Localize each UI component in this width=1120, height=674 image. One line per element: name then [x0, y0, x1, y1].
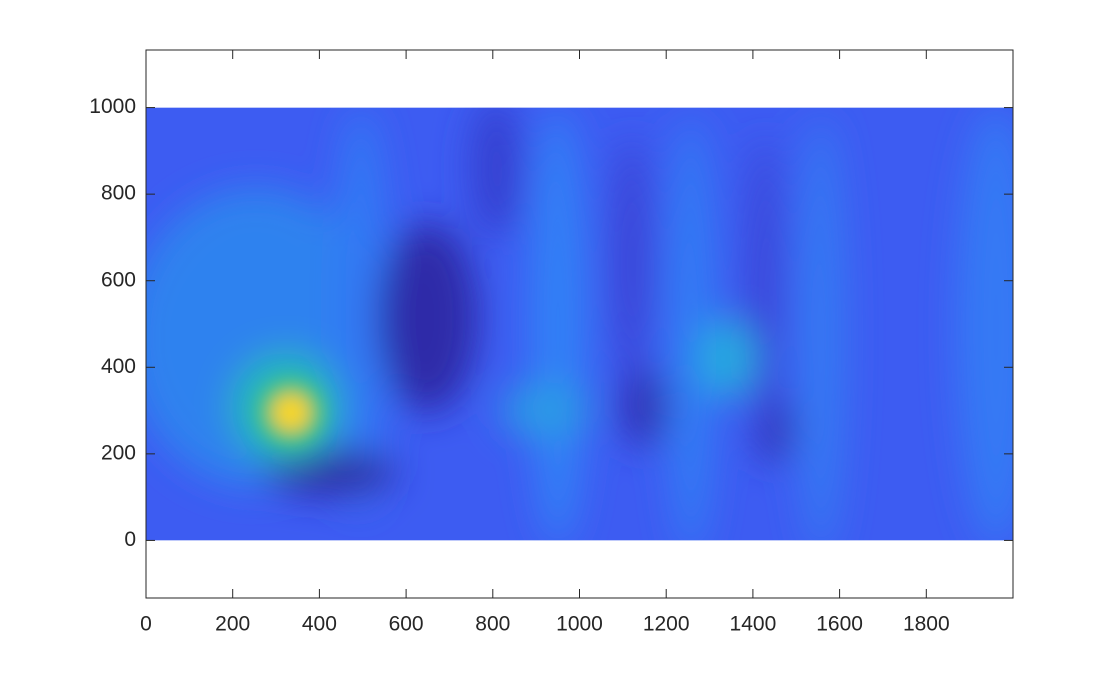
x-tick-label: 600	[389, 613, 424, 636]
heatmap	[146, 107, 1013, 541]
x-tick-label: 400	[302, 613, 337, 636]
x-tick-label: 1800	[903, 613, 950, 636]
y-tick-label: 0	[124, 528, 136, 551]
x-tick-label: 200	[215, 613, 250, 636]
y-tick-label: 800	[101, 182, 136, 205]
x-tick-label: 1200	[643, 613, 690, 636]
x-tick-label: 1000	[556, 613, 603, 636]
heatmap-field	[146, 107, 1013, 541]
y-tick-label: 400	[101, 355, 136, 378]
y-tick-label: 200	[101, 441, 136, 464]
x-tick-label: 800	[475, 613, 510, 636]
y-tick-label: 600	[101, 268, 136, 291]
x-tick-label: 1400	[730, 613, 777, 636]
y-tick-label: 1000	[89, 95, 136, 118]
x-tick-label: 1600	[816, 613, 863, 636]
x-tick-label: 0	[140, 613, 152, 636]
